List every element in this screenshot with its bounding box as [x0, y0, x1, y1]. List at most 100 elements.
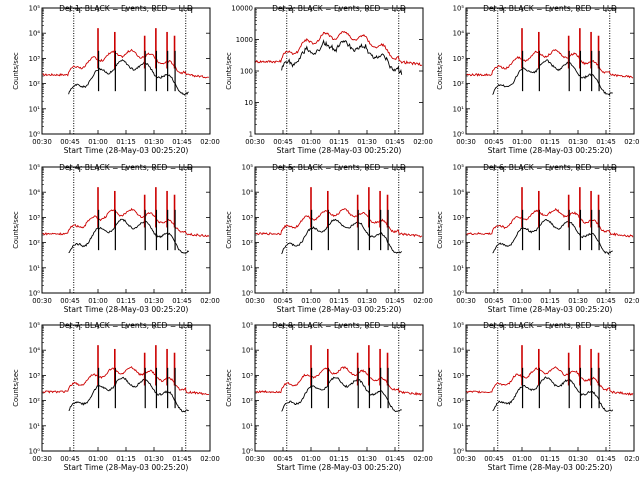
x-tick-label: 01:45 — [172, 297, 192, 305]
y-tick-label: 10⁵ — [242, 164, 254, 172]
events-series-line — [281, 218, 403, 255]
y-tick-label: 10⁴ — [453, 347, 465, 355]
y-tick-label: 10³ — [242, 372, 254, 380]
y-tick-label: 10³ — [453, 55, 465, 63]
x-tick-label: 01:00 — [88, 297, 108, 305]
x-tick-label: 01:30 — [568, 297, 588, 305]
x-tick-label: 00:30 — [32, 297, 52, 305]
y-tick-label: 10¹ — [242, 422, 254, 430]
y-tick-label: 10³ — [453, 372, 465, 380]
x-tick-label: 00:30 — [456, 297, 476, 305]
x-tick-label: 01:30 — [568, 455, 588, 463]
events-series-line — [281, 39, 403, 75]
y-tick-label: 10¹ — [29, 422, 41, 430]
y-tick-label: 10⁴ — [29, 189, 41, 197]
x-tick-label: 01:15 — [329, 297, 349, 305]
x-axis-label: Start Time (28-May-03 00:25:20) — [488, 305, 613, 314]
y-tick-label: 10⁰ — [29, 290, 41, 298]
x-tick-label: 00:30 — [32, 138, 52, 146]
marker-flag — [610, 167, 617, 172]
plot-frame — [465, 166, 635, 294]
y-tick-label: 10⁵ — [453, 164, 465, 172]
y-axis-label: Counts/sec — [12, 369, 20, 407]
x-tick-label: 01:00 — [88, 138, 108, 146]
x-tick-label: 01:45 — [385, 138, 405, 146]
x-tick-label: 02:00 — [200, 138, 220, 146]
y-tick-label: 10² — [453, 239, 465, 247]
events-series-line — [68, 218, 190, 254]
marker-flag — [287, 167, 294, 172]
x-tick-label: 00:45 — [273, 297, 293, 305]
x-tick-label: 00:45 — [60, 455, 80, 463]
x-tick-label: 02:00 — [200, 297, 220, 305]
x-tick-label: 00:30 — [456, 455, 476, 463]
y-axis-label: Counts/sec — [12, 52, 20, 90]
y-axis-label: Counts/sec — [12, 211, 20, 249]
x-tick-label: 01:00 — [512, 297, 532, 305]
y-tick-label: 10⁴ — [242, 347, 254, 355]
y-tick-label: 10¹ — [453, 264, 465, 272]
y-tick-label: 10² — [453, 397, 465, 405]
x-tick-label: 02:00 — [413, 455, 433, 463]
x-tick-label: 01:45 — [172, 455, 192, 463]
y-tick-label: 10¹ — [29, 264, 41, 272]
marker-flag — [399, 167, 406, 172]
y-axis-label: Counts/sec — [436, 369, 444, 407]
y-axis-label: Counts/sec — [225, 52, 233, 90]
x-tick-label: 02:00 — [624, 297, 640, 305]
marker-flag — [287, 8, 294, 13]
y-tick-label: 10⁰ — [242, 448, 254, 456]
x-tick-label: 01:15 — [116, 138, 136, 146]
marker-flag — [610, 325, 617, 330]
marker-flag — [498, 325, 505, 330]
marker-flag — [287, 325, 294, 330]
x-axis-label: Start Time (28-May-03 00:25:20) — [277, 463, 402, 472]
x-tick-label: 01:15 — [116, 455, 136, 463]
detector-panel-2: Det 2: BLACK = Events, RED = LLD11010010… — [225, 4, 433, 155]
x-tick-label: 00:30 — [456, 138, 476, 146]
y-tick-label: 100 — [240, 68, 253, 76]
x-axis-label: Start Time (28-May-03 00:25:20) — [64, 146, 189, 155]
y-tick-label: 1000 — [236, 36, 253, 44]
x-tick-label: 01:30 — [144, 455, 164, 463]
detector-panel-3: Det 3: BLACK = Events, RED = LLD10⁰10¹10… — [436, 4, 640, 155]
y-tick-label: 10 — [244, 99, 253, 107]
y-tick-label: 10² — [29, 80, 41, 88]
x-tick-label: 01:45 — [385, 455, 405, 463]
x-tick-label: 01:00 — [301, 297, 321, 305]
lld-series-line — [42, 48, 209, 79]
y-tick-label: 10⁴ — [29, 30, 41, 38]
y-tick-label: 10⁰ — [29, 448, 41, 456]
x-tick-label: 01:00 — [301, 455, 321, 463]
y-axis-label: Counts/sec — [436, 52, 444, 90]
y-tick-label: 10¹ — [29, 105, 41, 113]
x-tick-label: 02:00 — [413, 138, 433, 146]
y-tick-label: 10⁴ — [242, 189, 254, 197]
x-axis-label: Start Time (28-May-03 00:25:20) — [488, 463, 613, 472]
y-tick-label: 10² — [242, 397, 254, 405]
x-tick-label: 00:30 — [245, 297, 265, 305]
events-series-line — [281, 376, 402, 413]
lld-series-line — [466, 208, 634, 238]
x-tick-label: 01:15 — [540, 455, 560, 463]
lld-series-line — [255, 30, 423, 66]
x-tick-label: 01:15 — [540, 138, 560, 146]
marker-flag — [186, 167, 193, 172]
y-tick-label: 10000 — [231, 5, 253, 13]
y-axis-label: Counts/sec — [436, 211, 444, 249]
x-tick-label: 01:30 — [568, 138, 588, 146]
marker-flag — [498, 8, 505, 13]
y-tick-label: 10¹ — [453, 105, 465, 113]
x-tick-label: 02:00 — [624, 455, 640, 463]
y-tick-label: 10⁵ — [29, 164, 41, 172]
marker-flag — [186, 325, 193, 330]
x-tick-label: 01:15 — [329, 138, 349, 146]
y-tick-label: 10³ — [453, 214, 465, 222]
y-axis-label: Counts/sec — [225, 369, 233, 407]
marker-flag — [186, 8, 193, 13]
marker-flag — [74, 325, 81, 330]
events-series-line — [492, 219, 613, 256]
y-tick-label: 10² — [29, 397, 41, 405]
x-tick-label: 01:00 — [88, 455, 108, 463]
x-tick-label: 02:00 — [413, 297, 433, 305]
